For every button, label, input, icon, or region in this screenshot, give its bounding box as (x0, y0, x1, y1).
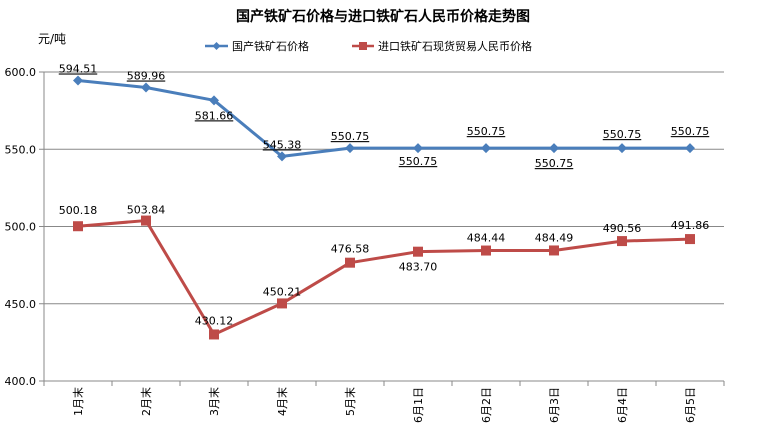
data-point-domestic (481, 143, 491, 154)
y-tick-label: 400.0 (5, 375, 37, 388)
data-label-imported: 484.49 (535, 231, 574, 244)
gridlines (44, 71, 724, 305)
data-label-imported: 503.84 (127, 204, 166, 217)
data-point-domestic (141, 82, 151, 93)
data-label-domestic: 550.75 (331, 130, 370, 143)
x-tick-label: 1月末 (71, 387, 85, 416)
legend-marker-domestic (212, 42, 221, 50)
y-tick-label: 450.0 (5, 298, 37, 311)
data-point-domestic (209, 95, 219, 106)
data-label-imported: 490.56 (603, 222, 642, 235)
data-point-imported (73, 221, 83, 232)
data-point-domestic (685, 143, 695, 154)
data-point-imported (277, 298, 287, 309)
y-tick-label: 600.0 (5, 66, 37, 79)
data-label-imported: 483.70 (399, 261, 438, 274)
data-label-imported: 484.44 (467, 232, 506, 245)
data-point-imported (685, 234, 695, 245)
data-label-imported: 450.21 (263, 285, 302, 298)
series-line-domestic (77, 78, 690, 158)
data-label-domestic: 594.51 (59, 62, 98, 75)
legend: 国产铁矿石价格 进口铁矿石现货贸易人民币价格 (205, 39, 532, 53)
x-tick-label: 5月末 (343, 387, 357, 416)
data-point-imported (209, 329, 219, 340)
data-label-domestic: 550.75 (399, 155, 438, 168)
x-tick-label: 6月5日 (684, 387, 697, 423)
data-point-domestic (413, 143, 423, 154)
legend-marker-imported (359, 42, 367, 50)
data-point-domestic (617, 143, 627, 154)
data-label-imported: 491.86 (671, 219, 710, 232)
legend-label-domestic: 国产铁矿石价格 (232, 39, 309, 53)
data-label-domestic: 550.75 (467, 125, 506, 138)
data-point-imported (617, 236, 627, 247)
data-point-imported (345, 257, 355, 268)
x-tick-label: 4月末 (275, 387, 289, 416)
x-tick-label: 3月末 (207, 387, 221, 416)
x-tick-label: 6月2日 (480, 387, 493, 423)
data-point-domestic (549, 143, 559, 154)
data-label-domestic: 581.66 (195, 109, 234, 122)
y-tick-label: 500.0 (5, 221, 37, 234)
y-axis-ticks: 400.0 450.0 500.0 550.0 600.0 (5, 66, 44, 388)
data-point-imported (549, 245, 559, 256)
data-labels: 594.51 589.96 581.66 545.38 550.75 550.75 550.… (59, 62, 710, 327)
series-line-imported (77, 219, 691, 336)
legend-item-domestic: 国产铁矿石价格 (205, 39, 309, 53)
data-label-domestic: 545.38 (263, 138, 302, 151)
data-label-domestic: 550.75 (671, 125, 710, 138)
chart-title: 国产铁矿石价格与进口铁矿石人民币价格走势图 (236, 8, 530, 25)
data-point-imported (141, 215, 151, 226)
data-label-domestic: 589.96 (127, 70, 166, 83)
data-point-domestic (73, 75, 83, 86)
x-tick-label: 6月1日 (412, 387, 425, 423)
data-label-imported: 500.18 (59, 204, 98, 217)
legend-item-imported: 进口铁矿石现货贸易人民币价格 (352, 39, 532, 53)
data-point-domestic (345, 143, 355, 154)
x-tick-label: 2月末 (139, 387, 153, 416)
series-group (73, 75, 695, 340)
data-label-imported: 476.58 (331, 243, 370, 256)
data-label-domestic: 550.75 (535, 157, 574, 170)
x-axis-ticks: 1月末 2月末 3月末 4月末 5月末 6月1日 6月2日 6月3日 6月4日 6月5日 (43, 381, 725, 423)
x-tick-label: 6月3日 (548, 387, 561, 423)
data-point-imported (481, 245, 491, 256)
data-label-domestic: 550.75 (603, 128, 642, 141)
data-label-imported: 430.12 (195, 314, 234, 327)
x-tick-label: 6月4日 (616, 387, 629, 423)
y-tick-label: 550.0 (5, 143, 37, 156)
data-point-domestic (277, 151, 287, 162)
data-point-imported (413, 246, 423, 257)
y-axis-unit-label: 元/吨 (38, 32, 66, 46)
legend-label-imported: 进口铁矿石现货贸易人民币价格 (378, 39, 532, 53)
